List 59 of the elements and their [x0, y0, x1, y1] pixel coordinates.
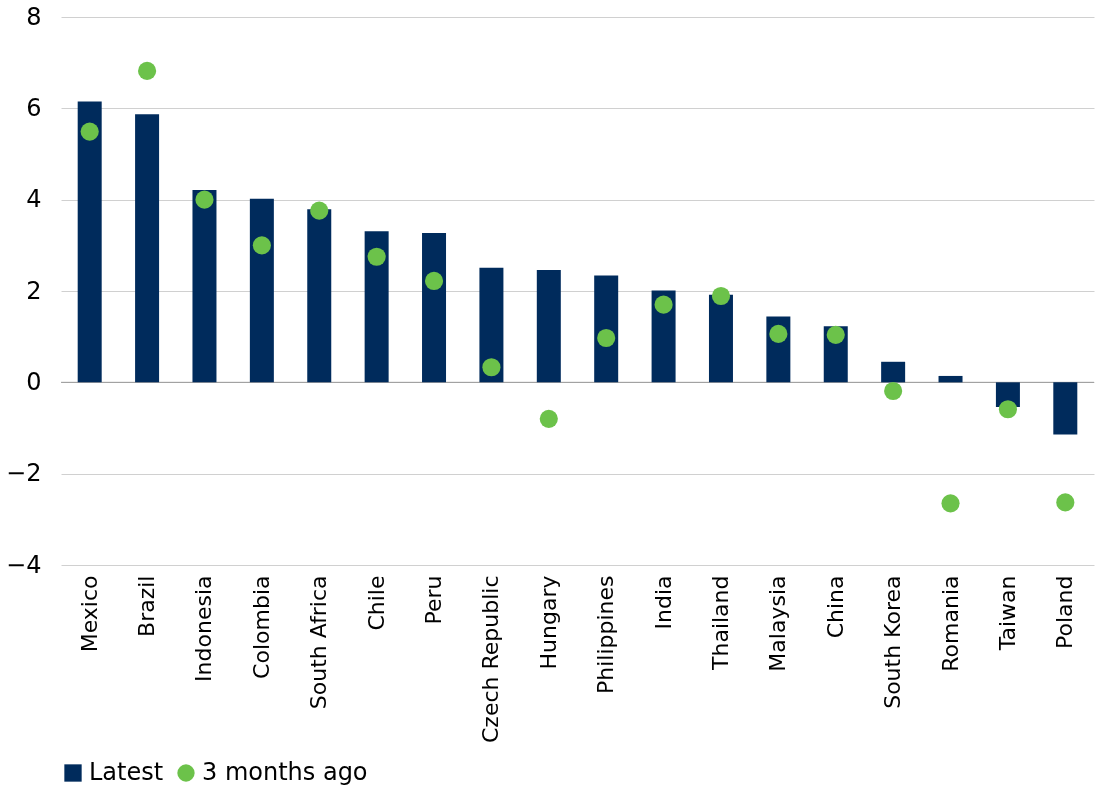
- x-tick-label: Philippines: [593, 575, 619, 695]
- point: [138, 61, 157, 80]
- point: [597, 328, 616, 348]
- bar: [536, 269, 561, 383]
- x-tick-label: South Korea: [880, 575, 906, 709]
- point: [539, 409, 558, 428]
- x-tick-label: Romania: [937, 575, 963, 672]
- x-tick-label: South Africa: [306, 575, 332, 710]
- x-tick-label: Hungary: [535, 575, 561, 670]
- bar: [708, 294, 733, 383]
- y-tick-label: 0: [26, 367, 42, 396]
- bar: [594, 275, 619, 383]
- point: [1056, 493, 1075, 512]
- bar: [479, 267, 504, 383]
- x-tick-label: Malaysia: [765, 575, 791, 672]
- y-tick-label: 2: [26, 276, 42, 305]
- bar: [307, 209, 332, 383]
- x-tick-label: Poland: [1052, 575, 1078, 649]
- bar: [77, 101, 102, 383]
- x-tick-label: Brazil: [134, 575, 160, 637]
- x-tick-label: Mexico: [76, 575, 102, 653]
- y-tick-label: −4: [6, 550, 42, 579]
- y-tick-label: −2: [6, 459, 42, 488]
- point: [367, 247, 386, 266]
- y-tick-label: 6: [26, 93, 42, 122]
- point: [310, 201, 329, 220]
- x-tick-label: Czech Republic: [478, 575, 504, 744]
- point: [884, 381, 903, 401]
- legend-label: 3 months ago: [202, 758, 368, 786]
- bar: [1053, 382, 1078, 435]
- point: [424, 271, 444, 291]
- point: [654, 295, 673, 314]
- x-tick-label: Indonesia: [191, 575, 217, 682]
- x-tick-label: Peru: [421, 575, 447, 625]
- point: [80, 122, 99, 141]
- point: [941, 494, 960, 513]
- point: [252, 236, 271, 255]
- bar: [422, 233, 447, 383]
- legend-label: Latest: [89, 758, 164, 786]
- y-tick-label: 4: [26, 185, 42, 214]
- point: [998, 400, 1017, 419]
- bar: [938, 375, 963, 383]
- bar: [135, 114, 160, 383]
- point: [195, 190, 214, 209]
- x-tick-label: Colombia: [248, 575, 274, 679]
- bar: [192, 190, 217, 383]
- point: [711, 286, 731, 306]
- x-tick-label: Chile: [363, 575, 389, 631]
- x-tick-label: Thailand: [707, 575, 733, 671]
- bar: [364, 231, 389, 383]
- point: [482, 358, 501, 377]
- y-tick-label: 8: [26, 2, 42, 31]
- x-tick-label: China: [822, 575, 848, 639]
- x-tick-label: Taiwan: [994, 575, 1020, 652]
- bar: [249, 198, 274, 383]
- point: [769, 324, 788, 343]
- x-tick-label: India: [650, 575, 676, 630]
- point: [826, 325, 845, 344]
- bar: [881, 361, 906, 383]
